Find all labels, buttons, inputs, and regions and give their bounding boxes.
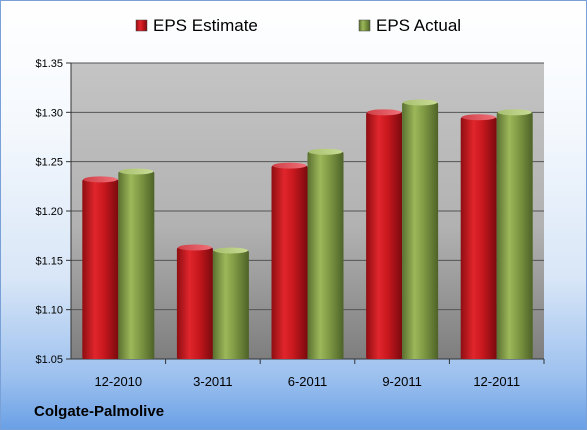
company-name: Colgate-Palmolive bbox=[34, 403, 165, 420]
bar-eps-estimate-cap bbox=[177, 244, 212, 251]
x-tick-label: 12-2011 bbox=[473, 374, 520, 389]
bar-eps-estimate-cap bbox=[367, 109, 402, 116]
bar-eps-actual-cap bbox=[119, 168, 154, 175]
x-tick-label: 12-2010 bbox=[94, 374, 142, 389]
y-tick-label: $1.15 bbox=[35, 255, 63, 267]
bar-eps-actual-cap bbox=[403, 99, 438, 106]
bar-eps-actual bbox=[496, 112, 533, 359]
plot-area: $1.05 $1.10 $1.15 $1.20 $1.25 $1.30 $1.35 12-20… bbox=[35, 58, 545, 389]
x-tick-label: 3-2011 bbox=[193, 374, 233, 389]
x-tick-label: 9-2011 bbox=[382, 374, 422, 389]
legend-label-actual: EPS Actual bbox=[376, 16, 461, 35]
bar-eps-actual bbox=[307, 151, 344, 359]
bar-eps-estimate bbox=[271, 165, 308, 359]
bar-eps-estimate-cap bbox=[83, 176, 118, 183]
bar-eps-actual bbox=[212, 250, 249, 359]
y-tick-label: $1.10 bbox=[35, 305, 63, 317]
y-tick-label: $1.05 bbox=[35, 354, 63, 366]
bar-eps-actual-cap bbox=[308, 148, 343, 155]
x-tick-label: 6-2011 bbox=[288, 374, 328, 389]
y-tick-label: $1.30 bbox=[35, 107, 63, 119]
y-tick-label: $1.20 bbox=[35, 206, 63, 218]
bar-eps-estimate bbox=[460, 117, 497, 360]
bar-eps-estimate-cap bbox=[272, 162, 307, 169]
legend-swatch-estimate bbox=[135, 19, 148, 32]
bar-eps-estimate bbox=[176, 247, 213, 359]
bar-eps-actual-cap bbox=[497, 109, 532, 116]
legend-label-estimate: EPS Estimate bbox=[153, 16, 258, 35]
bar-eps-estimate-cap bbox=[461, 114, 496, 121]
y-tick-label: $1.35 bbox=[35, 58, 63, 70]
bar-eps-actual bbox=[118, 171, 155, 359]
bar-eps-estimate bbox=[82, 179, 119, 359]
legend-swatch-actual bbox=[358, 19, 371, 32]
bar-eps-actual bbox=[402, 102, 439, 359]
y-tick-label: $1.25 bbox=[35, 157, 63, 169]
bar-eps-actual-cap bbox=[213, 247, 248, 254]
legend: EPS Estimate EPS Actual bbox=[135, 16, 461, 35]
bar-eps-estimate bbox=[366, 112, 403, 359]
